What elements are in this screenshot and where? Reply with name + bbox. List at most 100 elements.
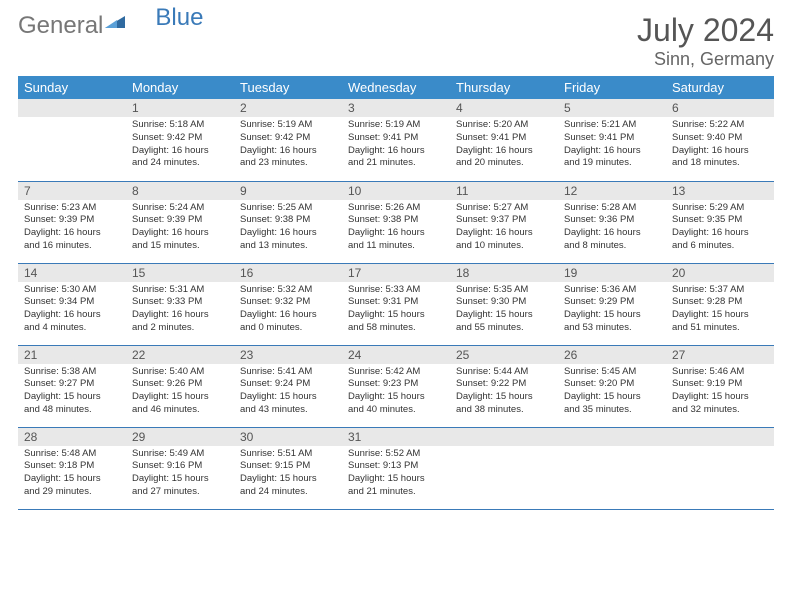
day-details: Sunrise: 5:51 AMSunset: 9:15 PMDaylight:… (234, 446, 342, 503)
calendar-cell: 2Sunrise: 5:19 AMSunset: 9:42 PMDaylight… (234, 99, 342, 181)
day-detail-line: Sunset: 9:23 PM (348, 378, 444, 391)
calendar-cell: 25Sunrise: 5:44 AMSunset: 9:22 PMDayligh… (450, 345, 558, 427)
calendar-cell: 23Sunrise: 5:41 AMSunset: 9:24 PMDayligh… (234, 345, 342, 427)
day-details: Sunrise: 5:36 AMSunset: 9:29 PMDaylight:… (558, 282, 666, 339)
day-detail-line: and 27 minutes. (132, 486, 228, 499)
day-detail-line: and 55 minutes. (456, 322, 552, 335)
day-detail-line: and 48 minutes. (24, 404, 120, 417)
day-detail-line: and 46 minutes. (132, 404, 228, 417)
day-detail-line: Sunrise: 5:49 AM (132, 448, 228, 461)
day-detail-line: Daylight: 15 hours (348, 391, 444, 404)
day-details: Sunrise: 5:23 AMSunset: 9:39 PMDaylight:… (18, 200, 126, 257)
day-detail-line: Sunrise: 5:24 AM (132, 202, 228, 215)
day-details (666, 446, 774, 496)
day-number: 1 (126, 99, 234, 117)
day-detail-line: Sunrise: 5:19 AM (240, 119, 336, 132)
day-detail-line: Sunset: 9:41 PM (564, 132, 660, 145)
day-details: Sunrise: 5:45 AMSunset: 9:20 PMDaylight:… (558, 364, 666, 421)
title-block: July 2024 Sinn, Germany (637, 12, 774, 70)
day-detail-line: and 21 minutes. (348, 157, 444, 170)
calendar-cell (18, 99, 126, 181)
day-number (666, 428, 774, 446)
day-detail-line: Daylight: 15 hours (348, 309, 444, 322)
calendar-cell: 19Sunrise: 5:36 AMSunset: 9:29 PMDayligh… (558, 263, 666, 345)
day-detail-line: Sunrise: 5:40 AM (132, 366, 228, 379)
day-detail-line: Sunrise: 5:38 AM (24, 366, 120, 379)
day-details: Sunrise: 5:29 AMSunset: 9:35 PMDaylight:… (666, 200, 774, 257)
day-detail-line: and 19 minutes. (564, 157, 660, 170)
day-detail-line: Sunset: 9:26 PM (132, 378, 228, 391)
day-detail-line: Sunset: 9:39 PM (132, 214, 228, 227)
calendar-cell: 6Sunrise: 5:22 AMSunset: 9:40 PMDaylight… (666, 99, 774, 181)
day-detail-line: Sunrise: 5:19 AM (348, 119, 444, 132)
day-detail-line: Sunset: 9:28 PM (672, 296, 768, 309)
day-number: 17 (342, 264, 450, 282)
calendar-cell (666, 427, 774, 509)
day-detail-line: Sunrise: 5:41 AM (240, 366, 336, 379)
day-detail-line: Daylight: 16 hours (24, 227, 120, 240)
calendar-week-row: 21Sunrise: 5:38 AMSunset: 9:27 PMDayligh… (18, 345, 774, 427)
day-detail-line: Sunrise: 5:48 AM (24, 448, 120, 461)
page-title-location: Sinn, Germany (637, 49, 774, 70)
day-detail-line: Sunrise: 5:23 AM (24, 202, 120, 215)
calendar-cell: 12Sunrise: 5:28 AMSunset: 9:36 PMDayligh… (558, 181, 666, 263)
day-details: Sunrise: 5:21 AMSunset: 9:41 PMDaylight:… (558, 117, 666, 174)
day-details: Sunrise: 5:38 AMSunset: 9:27 PMDaylight:… (18, 364, 126, 421)
day-detail-line: and 18 minutes. (672, 157, 768, 170)
day-detail-line: and 2 minutes. (132, 322, 228, 335)
day-detail-line: Sunset: 9:19 PM (672, 378, 768, 391)
calendar-week-row: 7Sunrise: 5:23 AMSunset: 9:39 PMDaylight… (18, 181, 774, 263)
day-detail-line: Daylight: 16 hours (240, 309, 336, 322)
day-number: 22 (126, 346, 234, 364)
day-detail-line: Daylight: 16 hours (348, 227, 444, 240)
day-detail-line: Sunrise: 5:51 AM (240, 448, 336, 461)
col-wednesday: Wednesday (342, 76, 450, 99)
day-detail-line: Daylight: 15 hours (672, 391, 768, 404)
day-details: Sunrise: 5:24 AMSunset: 9:39 PMDaylight:… (126, 200, 234, 257)
calendar-cell: 27Sunrise: 5:46 AMSunset: 9:19 PMDayligh… (666, 345, 774, 427)
day-detail-line: and 8 minutes. (564, 240, 660, 253)
day-detail-line: Sunrise: 5:31 AM (132, 284, 228, 297)
day-number: 31 (342, 428, 450, 446)
day-detail-line: and 29 minutes. (24, 486, 120, 499)
day-detail-line: and 23 minutes. (240, 157, 336, 170)
day-detail-line: Sunrise: 5:42 AM (348, 366, 444, 379)
day-detail-line: Sunset: 9:41 PM (348, 132, 444, 145)
day-detail-line: Daylight: 15 hours (456, 391, 552, 404)
day-detail-line: Sunrise: 5:33 AM (348, 284, 444, 297)
day-detail-line: Sunset: 9:36 PM (564, 214, 660, 227)
calendar-cell: 11Sunrise: 5:27 AMSunset: 9:37 PMDayligh… (450, 181, 558, 263)
day-details: Sunrise: 5:28 AMSunset: 9:36 PMDaylight:… (558, 200, 666, 257)
day-detail-line: Sunset: 9:30 PM (456, 296, 552, 309)
day-detail-line: Daylight: 16 hours (132, 145, 228, 158)
day-details: Sunrise: 5:40 AMSunset: 9:26 PMDaylight:… (126, 364, 234, 421)
day-number: 9 (234, 182, 342, 200)
day-detail-line: Sunset: 9:33 PM (132, 296, 228, 309)
calendar-cell: 16Sunrise: 5:32 AMSunset: 9:32 PMDayligh… (234, 263, 342, 345)
day-detail-line: Daylight: 16 hours (456, 227, 552, 240)
day-number: 16 (234, 264, 342, 282)
day-details: Sunrise: 5:20 AMSunset: 9:41 PMDaylight:… (450, 117, 558, 174)
calendar-cell: 20Sunrise: 5:37 AMSunset: 9:28 PMDayligh… (666, 263, 774, 345)
day-detail-line: Sunset: 9:38 PM (240, 214, 336, 227)
calendar-cell (558, 427, 666, 509)
day-number: 3 (342, 99, 450, 117)
day-detail-line: and 13 minutes. (240, 240, 336, 253)
day-detail-line: Daylight: 15 hours (240, 391, 336, 404)
day-detail-line: and 0 minutes. (240, 322, 336, 335)
day-detail-line: Sunset: 9:39 PM (24, 214, 120, 227)
day-number: 30 (234, 428, 342, 446)
header: General Blue July 2024 Sinn, Germany (18, 12, 774, 70)
day-detail-line: Daylight: 16 hours (564, 227, 660, 240)
day-detail-line: and 53 minutes. (564, 322, 660, 335)
day-detail-line: and 58 minutes. (348, 322, 444, 335)
day-detail-line: Daylight: 15 hours (240, 473, 336, 486)
day-number: 5 (558, 99, 666, 117)
day-detail-line: Sunrise: 5:37 AM (672, 284, 768, 297)
col-thursday: Thursday (450, 76, 558, 99)
day-details: Sunrise: 5:19 AMSunset: 9:42 PMDaylight:… (234, 117, 342, 174)
col-saturday: Saturday (666, 76, 774, 99)
day-detail-line: and 38 minutes. (456, 404, 552, 417)
day-detail-line: and 21 minutes. (348, 486, 444, 499)
calendar-cell: 30Sunrise: 5:51 AMSunset: 9:15 PMDayligh… (234, 427, 342, 509)
